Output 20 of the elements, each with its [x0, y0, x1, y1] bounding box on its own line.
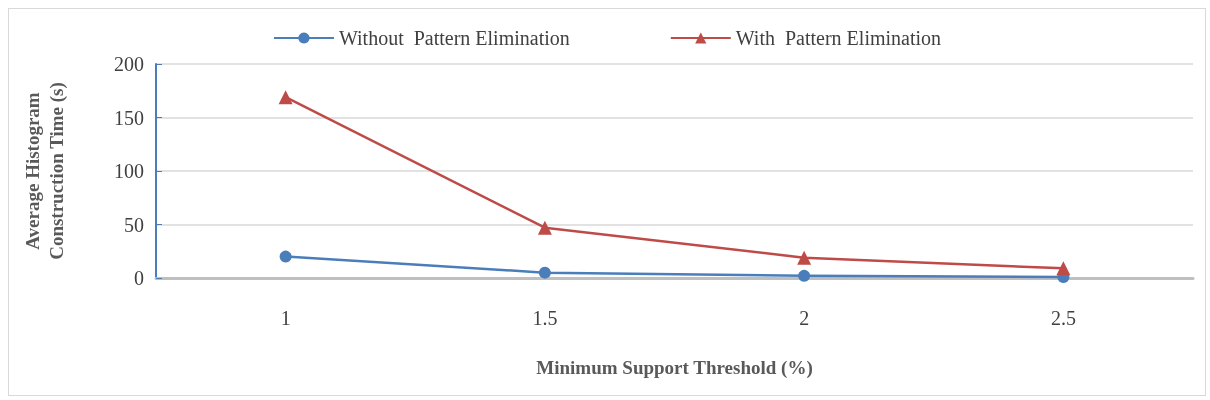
x-tick-label: 1 [280, 307, 291, 329]
x-axis-title: Minimum Support Threshold (%) [536, 357, 813, 379]
y-tick-label: 50 [124, 213, 144, 236]
y-tick-label: 100 [114, 160, 144, 182]
legend-label: Without Pattern Elimination [338, 27, 570, 49]
point [1056, 261, 1071, 276]
point [537, 220, 552, 235]
x-tick-label: 2.5 [1050, 307, 1076, 329]
point [538, 266, 551, 279]
y-axis-title: Average Histogram Construction Time (s) [21, 82, 68, 260]
y-tick-label: 150 [114, 106, 144, 129]
y-tick-label: 200 [114, 53, 144, 75]
point [279, 250, 292, 263]
x-tick-label: 2 [799, 307, 810, 329]
point [278, 90, 293, 105]
y-tick-label: 0 [134, 267, 144, 289]
point [798, 269, 811, 282]
x-tick-label: 1.5 [532, 307, 558, 329]
legend-label: With Pattern Elimination [735, 27, 942, 49]
point [797, 250, 812, 265]
